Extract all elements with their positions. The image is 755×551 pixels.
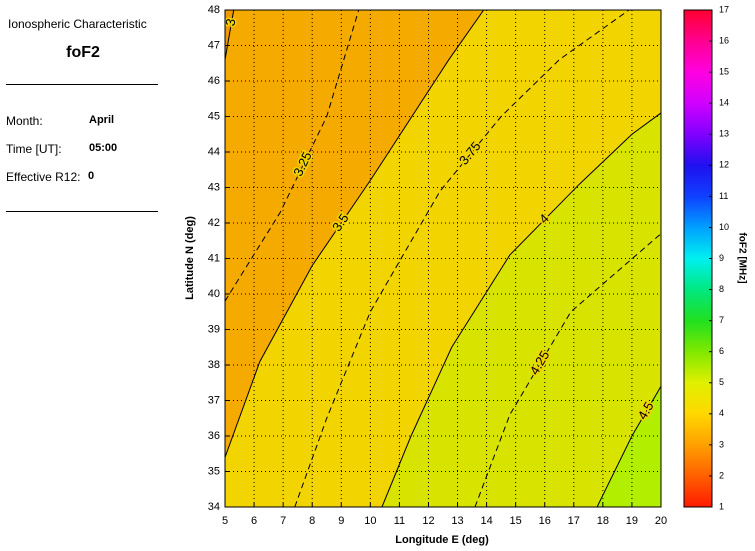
field-label: Effective R12: [6,170,81,184]
colorbar-tick-label: 3 [719,439,724,449]
colorbar-tick-label: 8 [719,284,724,294]
y-tick-label: 41 [208,252,220,264]
colorbar-tick-label: 2 [719,470,724,480]
colorbar-label: foF2 [MHz] [736,232,747,283]
contour-fill [597,386,661,507]
field-value: 0 [88,170,95,182]
y-tick-label: 47 [208,39,220,51]
field-label: Time [UT]: [6,142,62,156]
contour-fill [381,112,661,507]
y-tick-label: 44 [208,146,220,158]
x-axis-label: Longitude E (deg) [395,534,489,546]
x-tick-label: 10 [364,515,376,527]
colorbar-tick-label: 12 [719,160,729,170]
x-tick-label: 17 [568,515,580,527]
x-tick-label: 18 [597,515,609,527]
x-tick-label: 9 [338,515,344,527]
colorbar-tick-label: 14 [719,98,729,108]
divider [6,211,158,212]
y-tick-label: 38 [208,359,220,371]
x-tick-label: 6 [251,515,257,527]
colorbar-tick-label: 9 [719,253,724,263]
contour-line [596,386,661,507]
x-tick-label: 16 [539,515,551,527]
y-tick-label: 40 [208,288,220,300]
characteristic: foF2 [66,44,100,61]
field-label: Month: [6,114,43,128]
x-tick-label: 13 [451,515,463,527]
y-axis-label: Latitude N (deg) [184,216,196,300]
contour-line [225,10,360,302]
x-tick-label: 14 [480,515,492,527]
colorbar-tick-label: 11 [719,191,728,201]
divider [6,84,158,85]
colorbar-tick-label: 6 [719,346,724,356]
colorbar-tick-label: 1 [719,501,724,511]
colorbar-tick-label: 17 [719,4,729,14]
panel-heading: Ionospheric Characteristic [8,17,147,31]
colorbar-tick-label: 5 [719,377,724,387]
contour-line [225,10,485,458]
y-tick-label: 48 [208,4,220,16]
y-tick-label: 39 [208,323,220,335]
x-tick-label: 11 [394,515,405,527]
x-tick-label: 15 [510,515,522,527]
y-tick-label: 42 [208,217,220,229]
y-tick-label: 34 [208,501,220,513]
y-tick-label: 43 [208,181,220,193]
colorbar-tick-label: 7 [719,315,724,325]
colorbar [683,9,713,508]
contour-line [294,10,630,507]
x-tick-label: 8 [309,515,315,527]
colorbar-tick-label: 10 [719,222,729,232]
field-value: 05:00 [89,142,118,154]
colorbar-tick-label: 16 [719,35,729,45]
x-tick-label: 20 [655,515,667,527]
contour-line [381,112,661,507]
colorbar-tick-label: 13 [719,129,729,139]
field-value: April [89,114,115,126]
x-tick-label: 12 [422,515,434,527]
contour-line [225,10,235,60]
x-tick-label: 7 [280,515,286,527]
colorbar-tick-label: 15 [719,67,729,77]
y-tick-label: 45 [208,110,220,122]
y-tick-label: 37 [208,394,220,406]
contour-fill [225,10,484,458]
y-tick-label: 36 [208,430,220,442]
y-tick-label: 35 [208,465,220,477]
colorbar-tick-label: 4 [719,408,724,418]
y-tick-label: 46 [208,75,220,87]
x-tick-label: 5 [222,515,228,527]
x-tick-label: 19 [626,515,638,527]
